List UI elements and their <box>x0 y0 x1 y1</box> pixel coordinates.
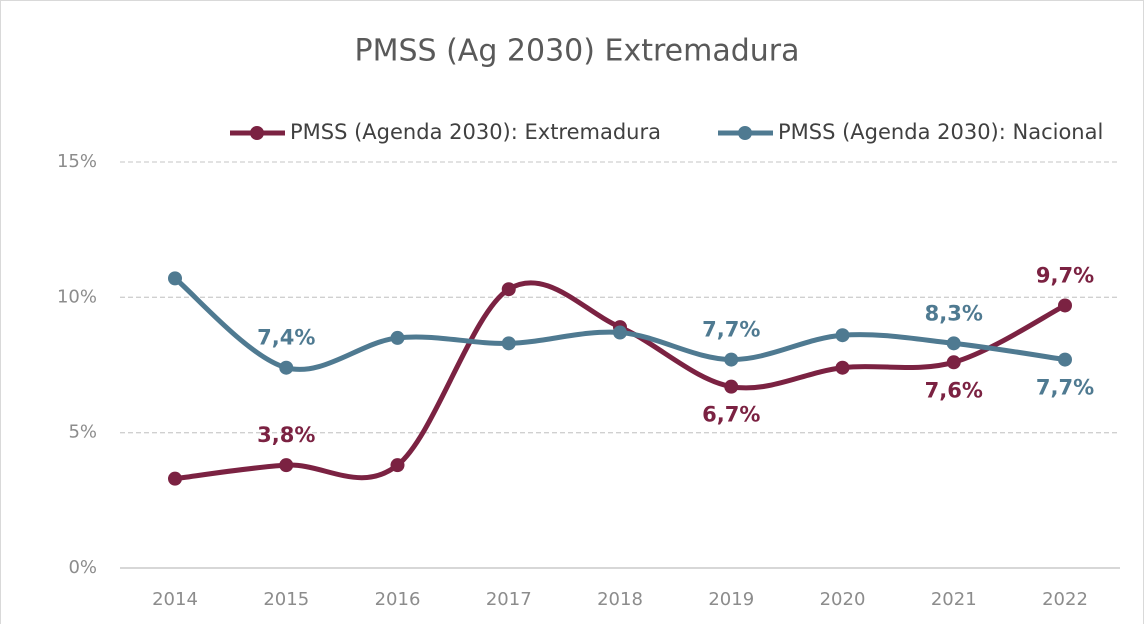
y-tick-label: 5% <box>68 422 97 443</box>
data-label: 7,7% <box>702 318 760 342</box>
legend-marker <box>738 126 752 140</box>
x-tick-label: 2015 <box>263 589 309 610</box>
x-tick-label: 2019 <box>708 589 754 610</box>
data-point <box>501 336 516 351</box>
data-label: 7,7% <box>1036 376 1094 400</box>
data-point <box>390 458 405 473</box>
data-point <box>390 330 405 345</box>
data-point <box>501 282 516 297</box>
data-point <box>168 271 182 286</box>
x-tick-label: 2020 <box>820 589 866 610</box>
data-point <box>835 328 850 343</box>
data-point <box>724 352 739 367</box>
data-point <box>613 325 627 340</box>
data-label: 7,4% <box>257 326 315 350</box>
data-label: 8,3% <box>925 301 983 325</box>
x-tick-label: 2021 <box>931 589 977 610</box>
data-label: 7,6% <box>925 378 983 402</box>
data-label: 6,7% <box>702 403 760 427</box>
y-tick-label: 15% <box>57 151 97 172</box>
data-point <box>279 458 294 473</box>
data-point <box>946 336 961 351</box>
data-point <box>724 379 739 394</box>
legend-label: PMSS (Agenda 2030): Nacional <box>778 120 1103 144</box>
x-tick-label: 2014 <box>152 589 198 610</box>
x-tick-label: 2018 <box>597 589 643 610</box>
data-point <box>279 360 294 375</box>
x-tick-label: 2016 <box>375 589 421 610</box>
legend-label: PMSS (Agenda 2030): Extremadura <box>290 120 661 144</box>
data-point <box>1058 352 1072 367</box>
data-point <box>1058 298 1072 313</box>
y-tick-label: 0% <box>68 557 97 578</box>
series-line <box>172 280 1068 482</box>
y-tick-label: 10% <box>57 286 97 307</box>
data-point <box>946 355 961 370</box>
data-label: 9,7% <box>1036 263 1094 287</box>
data-point <box>168 471 182 486</box>
x-tick-label: 2017 <box>486 589 532 610</box>
x-tick-label: 2022 <box>1042 589 1088 610</box>
data-label: 3,8% <box>257 423 315 447</box>
legend-marker <box>250 126 264 140</box>
chart-title: PMSS (Ag 2030) Extremadura <box>355 34 800 69</box>
data-point <box>835 360 850 375</box>
